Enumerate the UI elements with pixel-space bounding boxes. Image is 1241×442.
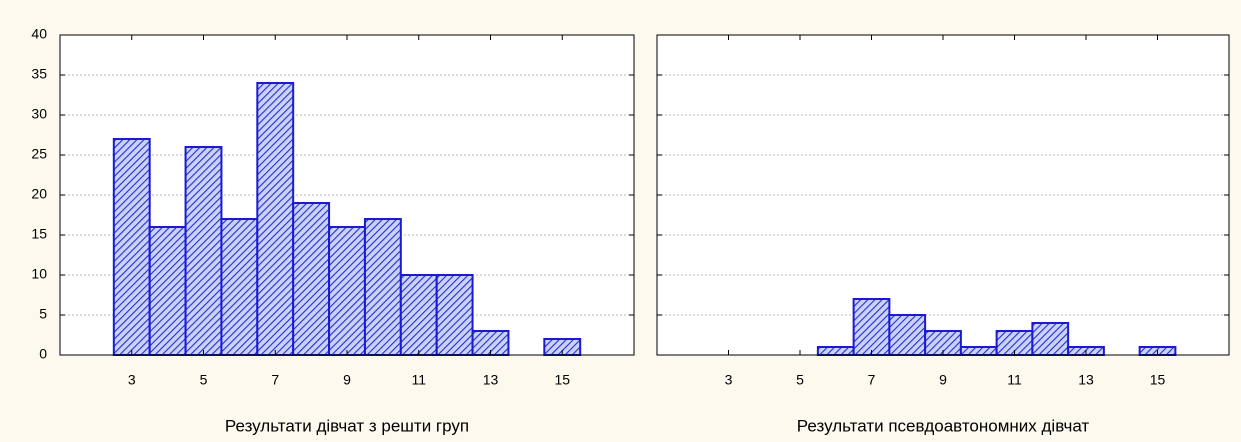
bar [328, 226, 366, 356]
x-tick-label: 9 [939, 372, 947, 388]
x-tick-label: 11 [1007, 372, 1022, 388]
bar [363, 218, 402, 356]
y-tick-label: 30 [31, 106, 47, 122]
x-tick-label: 3 [725, 372, 733, 388]
y-tick-label: 35 [31, 66, 47, 82]
y-tick-label: 20 [31, 186, 47, 202]
x-tick-label: 13 [1078, 372, 1094, 388]
y-tick-label: 25 [31, 146, 47, 162]
bar [399, 274, 438, 356]
x-tick-label: 9 [343, 372, 351, 388]
x-tick-label: 5 [200, 372, 208, 388]
x-tick-label: 13 [483, 372, 499, 388]
bar [1031, 322, 1070, 356]
x-axis-label: Результати псевдоавтономних дівчат [797, 416, 1090, 435]
y-tick-label: 40 [31, 26, 47, 42]
x-tick-label: 5 [796, 372, 804, 388]
y-tick-label: 10 [31, 266, 47, 282]
bar [292, 202, 331, 356]
bar [148, 226, 187, 356]
bar [959, 346, 998, 356]
x-tick-label: 11 [411, 372, 426, 388]
x-tick-label: 15 [1150, 372, 1166, 388]
bar [852, 298, 891, 356]
bar [184, 146, 223, 356]
y-tick-label: 5 [39, 306, 47, 322]
bar [256, 82, 295, 356]
y-tick-label: 15 [31, 226, 47, 242]
x-tick-label: 15 [554, 372, 570, 388]
bar [816, 346, 855, 356]
bar [112, 138, 151, 356]
plot-frame [59, 34, 635, 356]
x-tick-label: 3 [128, 372, 136, 388]
y-tick-label: 0 [39, 346, 47, 362]
x-tick-label: 7 [868, 372, 876, 388]
bar [220, 218, 259, 356]
plot-frame [656, 34, 1230, 356]
x-axis-label: Результати дівчат з решти груп [225, 416, 469, 435]
bar [888, 314, 927, 356]
x-tick-label: 7 [271, 372, 279, 388]
bar [435, 274, 474, 356]
